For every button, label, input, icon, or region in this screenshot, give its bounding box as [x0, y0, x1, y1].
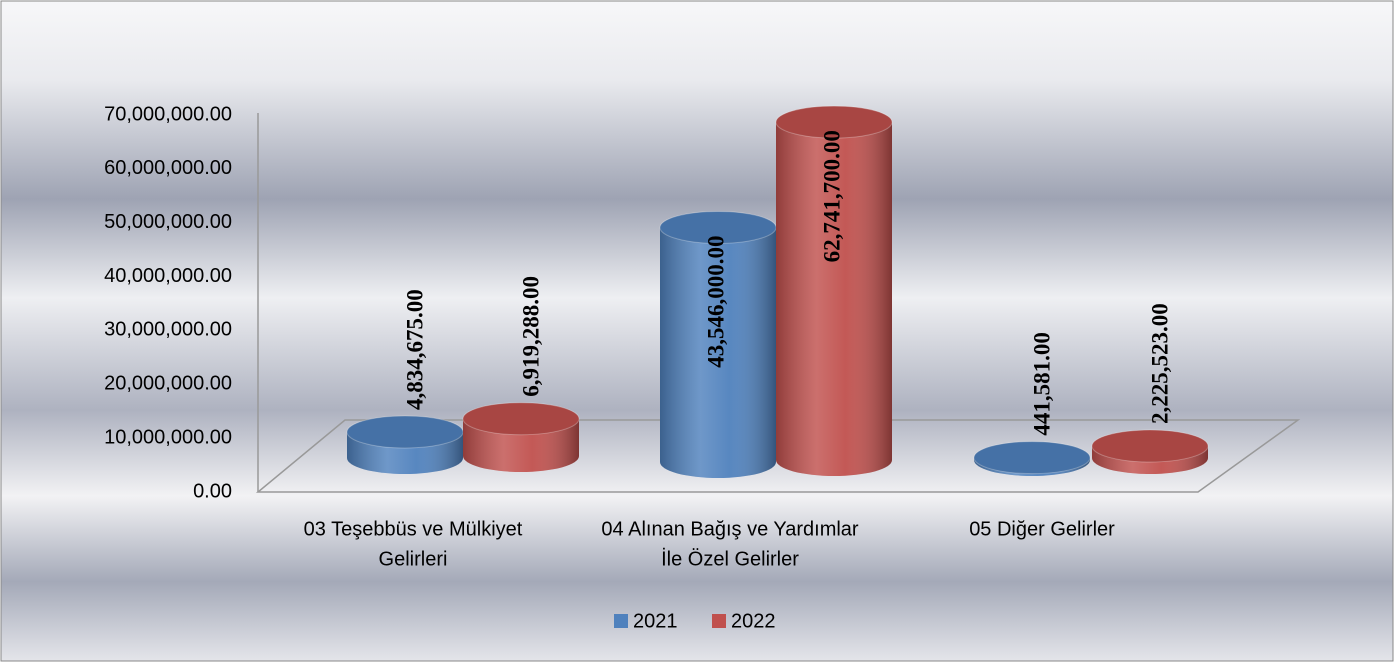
legend-swatch	[614, 614, 628, 628]
x-tick-label: İle Özel Gelirler	[661, 547, 799, 570]
bar-shade	[776, 122, 892, 477]
floor	[255, 419, 1301, 493]
bar-top	[1091, 429, 1209, 463]
value-label: 441,581.00	[1029, 332, 1054, 436]
bar-top	[973, 441, 1091, 475]
value-label: 6,919,288.00	[518, 276, 543, 397]
bar-top-shade	[974, 441, 1090, 474]
bar-top-shade	[347, 415, 463, 448]
y-tick-label: 20,000,000.00	[104, 373, 232, 395]
value-label: 62,741,700.00	[819, 130, 844, 262]
value-label: 43,546,000.00	[703, 235, 728, 367]
legend-swatch	[712, 614, 726, 628]
x-tick-label: 03 Teşebbüs ve Mülkiyet	[304, 518, 523, 540]
bar-top	[462, 402, 580, 436]
y-tick-label: 70,000,000.00	[104, 103, 232, 125]
bar-top-shade	[1092, 430, 1208, 463]
legend-label: 2022	[731, 610, 776, 632]
x-tick-label: 04 Alınan Bağış ve Yardımlar	[601, 518, 859, 540]
value-label: 2,225,523.00	[1147, 303, 1172, 424]
bar-top-shade	[776, 106, 892, 139]
x-tick-label: Gelirleri	[379, 548, 448, 570]
y-tick-label: 50,000,000.00	[104, 211, 232, 233]
bar-top-shade	[660, 211, 776, 244]
y-tick-label: 60,000,000.00	[104, 157, 232, 179]
y-tick-label: 0.00	[193, 480, 232, 502]
bar-top	[775, 105, 893, 139]
y-tick-label: 40,000,000.00	[104, 265, 232, 287]
bar-shade	[660, 227, 776, 478]
legend-label: 2021	[633, 610, 678, 632]
y-tick-label: 10,000,000.00	[104, 426, 232, 448]
y-tick-label: 30,000,000.00	[104, 319, 232, 341]
x-tick-label: 05 Diğer Gelirler	[969, 518, 1115, 540]
bar-top-shade	[463, 402, 579, 435]
value-label: 4,834,675.00	[402, 289, 427, 410]
